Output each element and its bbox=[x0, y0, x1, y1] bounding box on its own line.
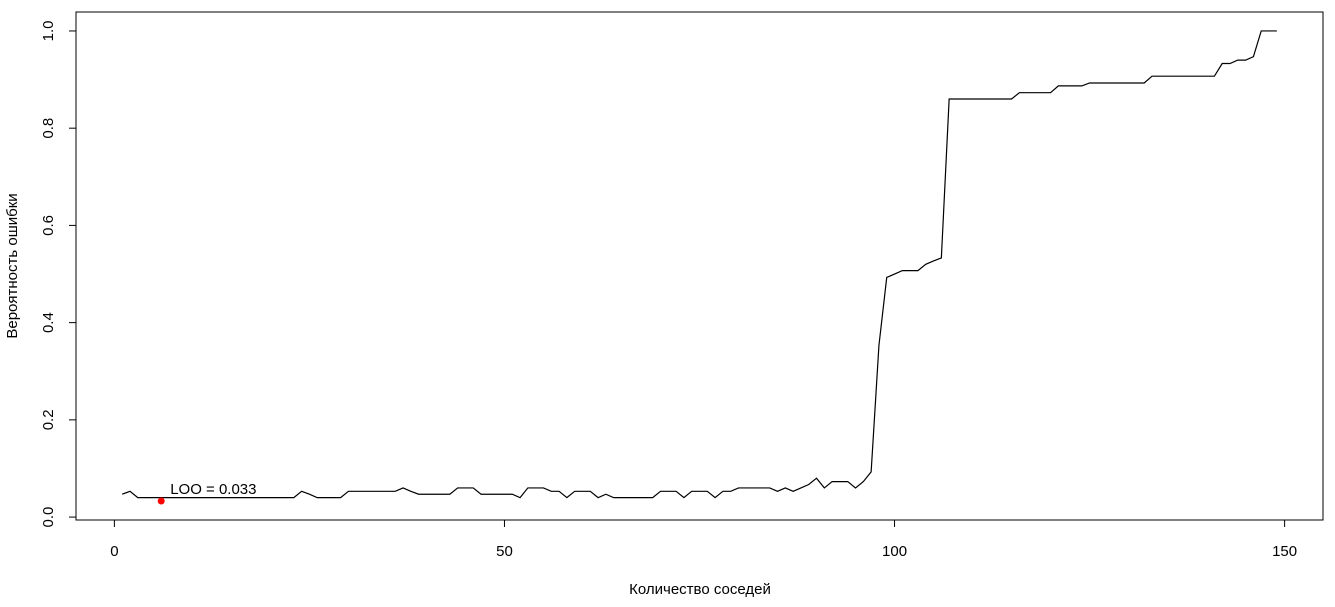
loo-point bbox=[157, 497, 165, 505]
x-tick-label: 0 bbox=[110, 543, 118, 560]
x-axis-label: Количество соседей bbox=[629, 581, 771, 598]
y-tick-label: 1.0 bbox=[40, 21, 57, 42]
y-tick-label: 0.2 bbox=[40, 409, 57, 430]
x-tick-label: 150 bbox=[1272, 543, 1297, 560]
y-tick-label: 0.0 bbox=[40, 507, 57, 528]
annotation: LOO = 0.033 bbox=[170, 481, 256, 498]
x-tick-label: 100 bbox=[882, 543, 907, 560]
y-tick-label: 0.6 bbox=[40, 215, 57, 236]
line-series bbox=[121, 30, 1277, 499]
y-tick-label: 0.8 bbox=[40, 118, 57, 139]
y-axis-label: Вероятность ошибки bbox=[4, 193, 21, 338]
y-tick-label: 0.4 bbox=[40, 312, 57, 333]
x-tick-label: 50 bbox=[496, 543, 513, 560]
plot-frame bbox=[75, 11, 1324, 521]
